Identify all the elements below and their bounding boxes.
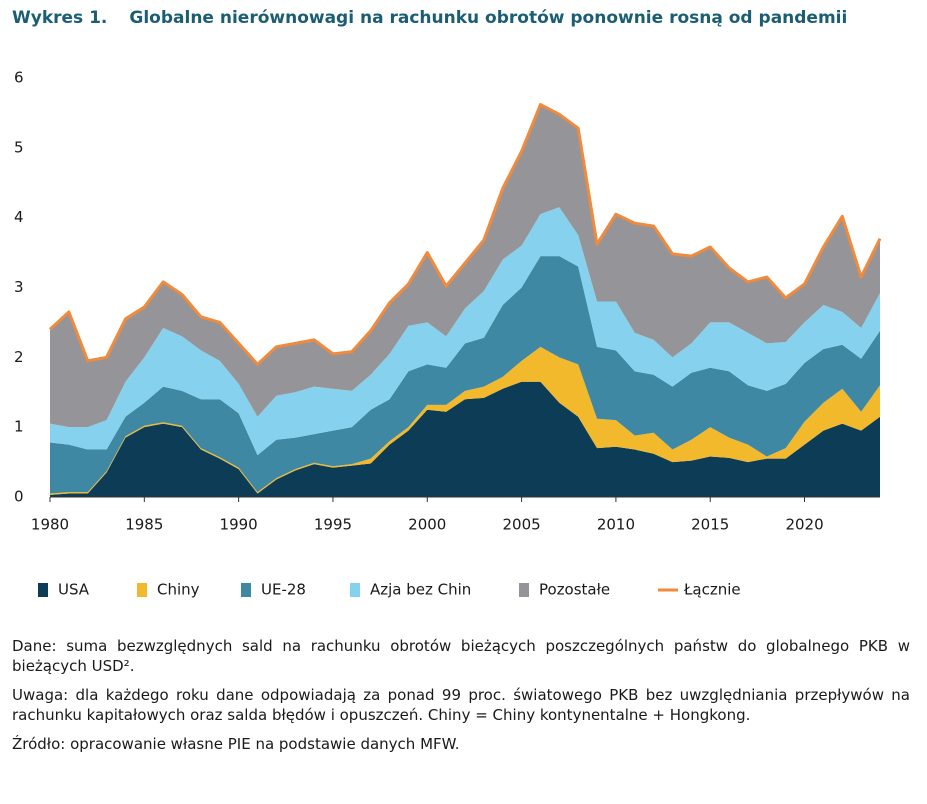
- y-tick-label: 6: [14, 69, 24, 87]
- x-tick-label: 2000: [408, 516, 446, 534]
- y-tick-label: 3: [14, 278, 24, 296]
- note: Dane: suma bezwzględnych sald na rachunk…: [12, 637, 910, 675]
- area: [50, 381, 880, 497]
- area: [50, 346, 880, 495]
- y-tick-label: 0: [14, 488, 24, 506]
- x-tick-label: 2010: [597, 516, 635, 534]
- legend-label: USA: [58, 581, 90, 599]
- legend-swatch: [241, 583, 251, 597]
- x-tick-label: 2005: [502, 516, 540, 534]
- header: Wykres 1. Globalne nierównowagi na rachun…: [12, 8, 847, 28]
- legend-swatch: [350, 583, 360, 597]
- chart-title: Globalne nierównowagi na rachunku obrotó…: [129, 8, 848, 28]
- total-line: [48, 103, 882, 366]
- legend-label: Chiny: [157, 581, 200, 599]
- note: Uwaga: dla każdego roku dane odpowiadają…: [12, 686, 910, 724]
- x-tick-label: 1985: [125, 516, 163, 534]
- legend-label: Łącznie: [683, 581, 741, 599]
- area: [50, 207, 880, 456]
- y-tick-label: 4: [14, 208, 24, 226]
- legend-swatch: [519, 583, 529, 597]
- x-tick-label: 1995: [314, 516, 352, 534]
- legend-label: Pozostałe: [539, 581, 610, 599]
- note: Źródło: opracowanie własne PIE na podsta…: [12, 735, 460, 753]
- notes: Dane: suma bezwzględnych sald na rachunk…: [12, 636, 910, 763]
- y-tick-label: 2: [14, 348, 24, 366]
- chart-label: Wykres 1.: [12, 8, 108, 28]
- x-tick-label: 2015: [691, 516, 729, 534]
- area: [50, 104, 880, 428]
- x-tick-label: 2020: [785, 516, 823, 534]
- legend-swatch: [38, 583, 48, 597]
- legend-swatch: [137, 583, 147, 597]
- chart: 0 1 2 3 4 5 6 1980 1985 1990 1995 2000 2005 2010 2015 2…: [14, 69, 882, 599]
- x-tick-label: 1980: [31, 516, 69, 534]
- x-tick-label: 1990: [220, 516, 258, 534]
- area: [50, 256, 880, 494]
- legend-label: UE-28: [261, 581, 306, 599]
- legend-label: Azja bez Chin: [370, 581, 471, 599]
- y-tick-label: 1: [14, 418, 24, 436]
- y-tick-label: 5: [14, 138, 24, 156]
